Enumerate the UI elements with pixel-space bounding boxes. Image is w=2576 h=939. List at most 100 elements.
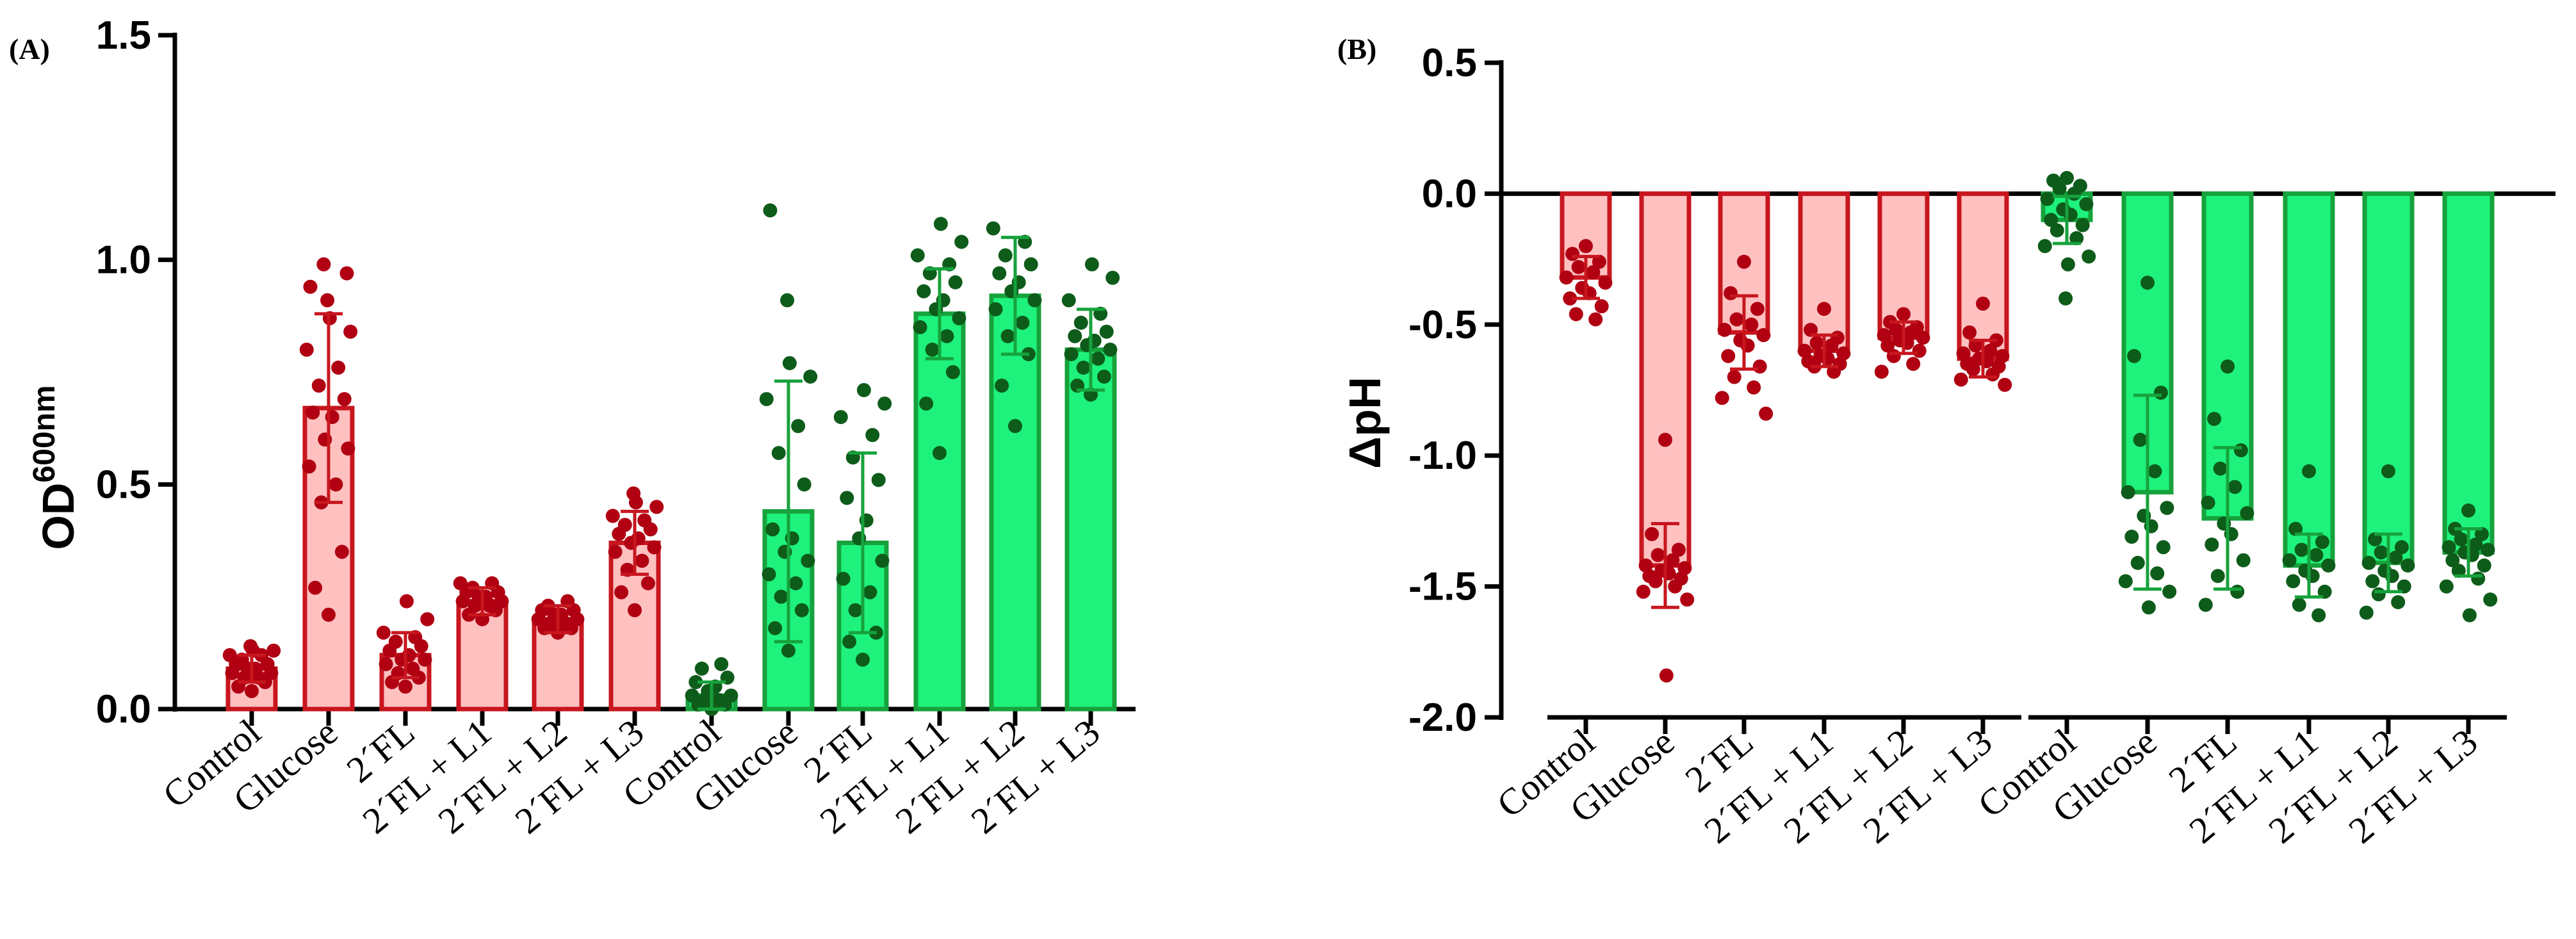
data-point <box>940 329 954 343</box>
panel-b-error-bars <box>1572 194 2482 609</box>
panel-a-y-axis-title: OD600nm <box>28 385 83 550</box>
data-point <box>1579 239 1593 254</box>
data-point <box>1594 299 1609 314</box>
data-point <box>2288 521 2303 536</box>
data-point <box>1103 342 1118 357</box>
data-point <box>1824 338 1839 353</box>
bar-green-4 <box>2362 191 2415 566</box>
data-point <box>988 302 1003 316</box>
data-point <box>2477 558 2491 573</box>
data-point <box>856 383 871 398</box>
data-point <box>1659 668 1674 683</box>
data-point <box>1091 351 1105 366</box>
data-point <box>628 603 642 617</box>
data-point <box>2118 574 2133 589</box>
data-point <box>1717 322 1732 337</box>
data-point <box>1651 548 1665 562</box>
data-point <box>316 257 331 272</box>
data-point <box>322 607 336 622</box>
data-point <box>724 688 738 703</box>
data-point <box>1750 302 1765 316</box>
data-point <box>399 594 414 608</box>
data-point <box>2121 485 2135 500</box>
data-point <box>933 446 947 461</box>
data-point <box>379 657 393 671</box>
data-point <box>1744 317 1759 332</box>
data-point <box>842 634 857 649</box>
data-point <box>2069 231 2084 245</box>
data-point <box>1565 247 1580 261</box>
data-point <box>1896 307 1911 322</box>
data-point <box>2441 540 2456 555</box>
data-point <box>763 203 778 218</box>
data-point <box>405 661 420 676</box>
data-point <box>1752 359 1767 374</box>
data-point <box>1724 286 1738 300</box>
panel-a-ylabel-superscript: 600nm <box>28 385 61 482</box>
data-point <box>1817 302 1831 316</box>
data-point <box>689 674 703 689</box>
data-point <box>1658 432 1672 447</box>
panel-a-ylabel-main: OD <box>33 483 83 550</box>
data-point <box>801 553 815 568</box>
data-point <box>2040 192 2055 206</box>
data-point <box>1747 380 1761 395</box>
data-point <box>1715 391 1729 405</box>
data-point <box>2127 348 2142 363</box>
data-point <box>2315 535 2329 550</box>
y-tick-label: 0.0 <box>1422 172 1477 216</box>
data-point <box>771 446 786 461</box>
data-point <box>797 477 811 492</box>
data-point <box>1099 324 1114 339</box>
data-point <box>2365 574 2380 589</box>
data-point <box>245 683 259 698</box>
data-point <box>954 234 969 249</box>
data-point <box>303 279 318 294</box>
data-point <box>2321 558 2336 573</box>
data-point <box>848 603 863 617</box>
data-point <box>1586 265 1601 280</box>
data-point <box>2294 543 2309 557</box>
data-point <box>2439 579 2454 594</box>
data-point <box>2374 545 2388 560</box>
data-point <box>649 500 664 514</box>
data-point <box>2481 543 2495 557</box>
data-point <box>299 342 314 357</box>
data-point <box>919 396 934 411</box>
data-point <box>2037 239 2052 254</box>
data-point <box>605 509 620 523</box>
data-point <box>2240 506 2254 521</box>
data-point <box>2141 600 2156 615</box>
data-point <box>1096 370 1111 384</box>
data-point <box>995 379 1009 393</box>
y-tick-label: -1.0 <box>1408 434 1477 478</box>
data-point <box>1671 543 1686 557</box>
data-point <box>1756 328 1771 343</box>
data-point <box>2067 186 2082 201</box>
data-point <box>2124 529 2139 544</box>
data-point <box>2156 540 2171 555</box>
data-point <box>311 379 326 393</box>
data-point <box>694 661 709 676</box>
data-point <box>329 477 343 492</box>
data-point <box>2371 587 2386 601</box>
data-point <box>2060 170 2074 185</box>
data-point <box>791 419 806 434</box>
data-point <box>933 216 948 231</box>
data-point <box>2201 495 2215 510</box>
data-point <box>765 522 780 537</box>
data-point <box>2213 461 2228 476</box>
data-point <box>863 585 877 600</box>
data-point <box>1598 275 1613 290</box>
panel-a-label: (A) <box>9 33 50 65</box>
data-point <box>266 643 281 658</box>
data-point <box>1906 357 1921 372</box>
data-point <box>2445 553 2460 567</box>
data-point <box>243 639 258 653</box>
data-point <box>2162 584 2177 599</box>
data-point <box>343 324 358 339</box>
data-point <box>2058 291 2073 306</box>
data-point <box>1076 360 1091 375</box>
panel-b-label: (B) <box>1337 33 1376 65</box>
data-point <box>2060 257 2075 272</box>
